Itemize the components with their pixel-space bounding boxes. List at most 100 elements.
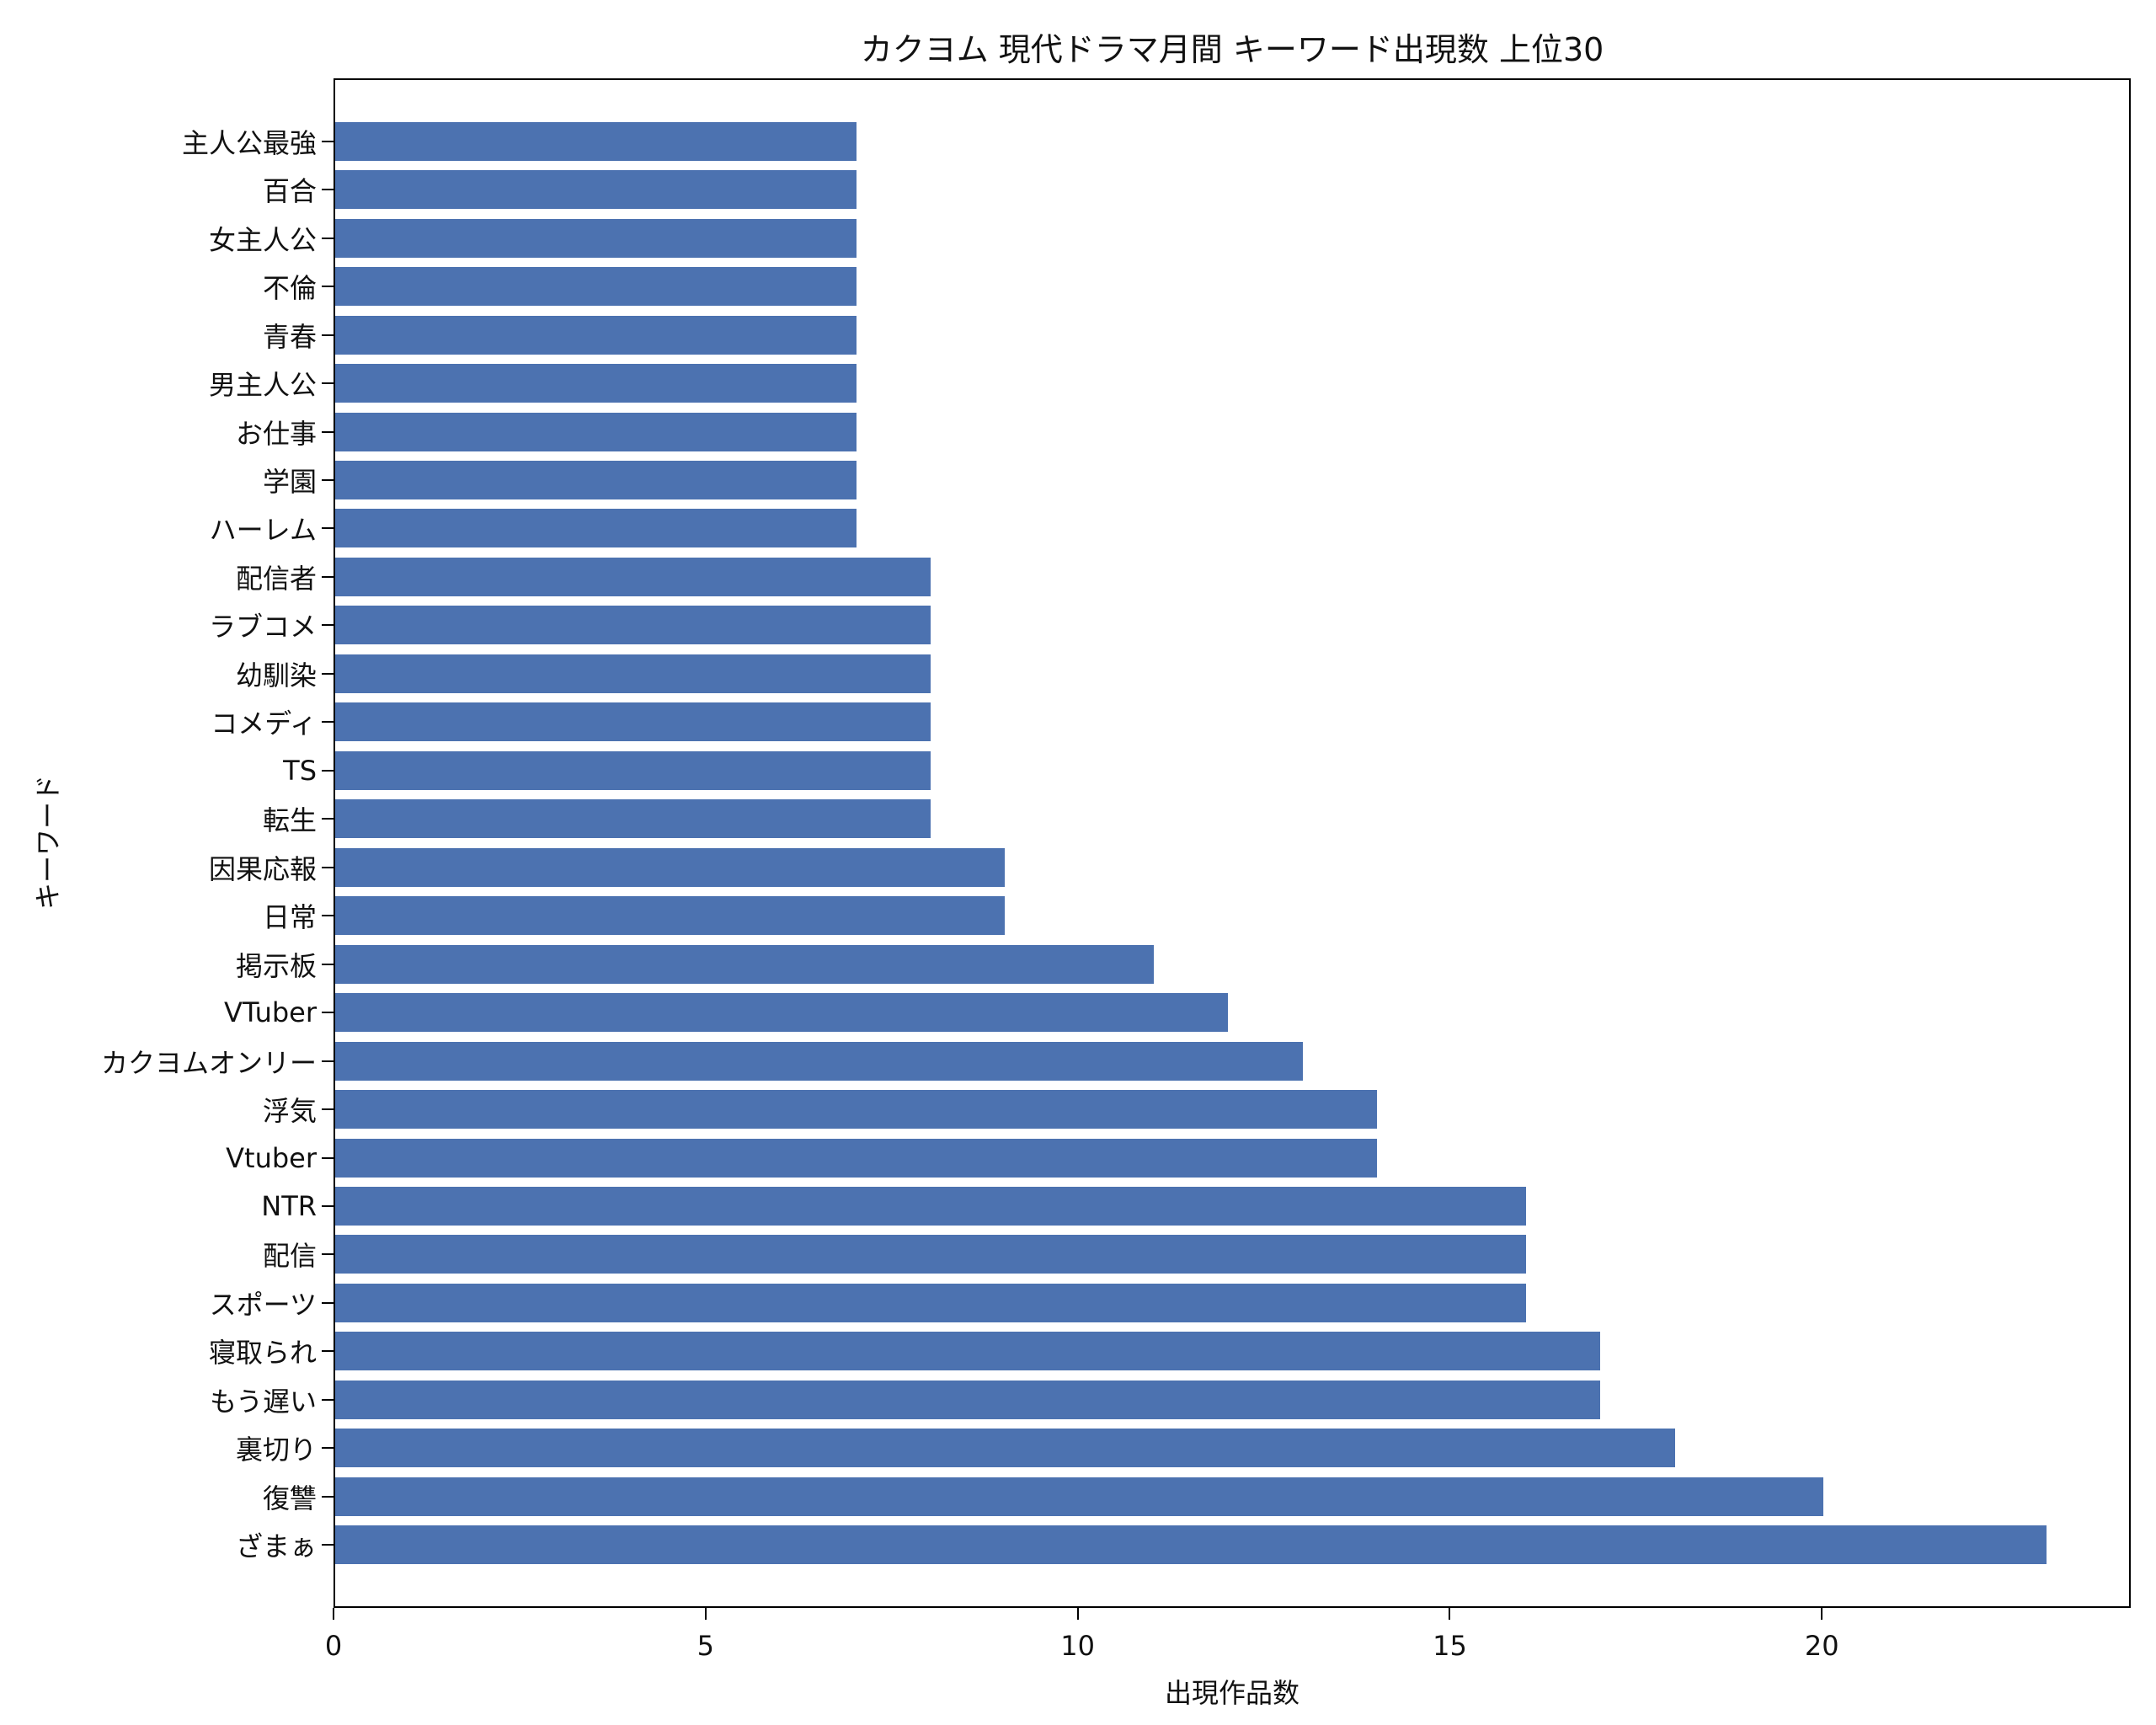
bar (335, 1283, 1526, 1322)
y-tick-label: 幼馴染 (235, 659, 317, 692)
y-tick (322, 1060, 334, 1062)
bar (335, 1525, 2047, 1565)
y-tick (322, 1544, 334, 1546)
bar (335, 1477, 1824, 1516)
y-tick (322, 1012, 334, 1014)
y-tick (322, 915, 334, 917)
y-tick-label: 百合 (262, 175, 317, 208)
bar (335, 993, 1229, 1033)
x-tick-label: 20 (1804, 1630, 1839, 1662)
y-tick (322, 1301, 334, 1304)
y-tick-label: 因果応報 (208, 852, 317, 885)
y-tick (322, 334, 334, 336)
y-tick-label: カクヨムオンリー (100, 1046, 317, 1079)
y-tick-label: 復讐 (262, 1482, 317, 1514)
y-tick (322, 527, 334, 530)
y-tick (322, 140, 334, 142)
y-tick (322, 1447, 334, 1450)
x-tick-label: 0 (324, 1630, 343, 1662)
y-tick (322, 721, 334, 724)
y-tick-label: Vtuber (226, 1141, 317, 1174)
y-tick-label: ざまぁ (235, 1530, 317, 1563)
bar (335, 1138, 1378, 1178)
chart-title: カクヨム 現代ドラマ月間 キーワード出現数 上位30 (860, 31, 1604, 68)
x-axis-title: 出現作品数 (1164, 1677, 1299, 1709)
y-tick-label: NTR (261, 1190, 317, 1222)
bar (335, 1041, 1303, 1081)
bar (335, 557, 931, 596)
bar (335, 170, 857, 210)
bar (335, 1187, 1526, 1226)
bar (335, 944, 1154, 984)
bar (335, 267, 857, 307)
x-tick-label: 15 (1433, 1630, 1467, 1662)
y-tick (322, 672, 334, 675)
bar (335, 364, 857, 403)
bar (335, 412, 857, 451)
y-tick (322, 1156, 334, 1159)
y-tick-label: 学園 (262, 465, 317, 498)
y-tick-label: スポーツ (209, 1288, 317, 1321)
y-tick (322, 430, 334, 433)
bar (335, 847, 1006, 887)
y-tick-label: 浮気 (262, 1095, 317, 1128)
y-tick-label: ラブコメ (208, 611, 317, 644)
y-tick (322, 963, 334, 965)
bar (335, 1380, 1601, 1419)
y-tick (322, 818, 334, 820)
bar (335, 1332, 1601, 1371)
x-tick (333, 1608, 334, 1620)
plot-area (334, 78, 2131, 1608)
y-tick-label: 青春 (262, 320, 317, 353)
y-tick-label: もう遅い (209, 1385, 317, 1418)
y-tick-label: 主人公最強 (181, 126, 317, 159)
x-tick (1821, 1608, 1823, 1620)
y-tick-label: TS (283, 754, 317, 787)
bar (335, 799, 931, 839)
y-tick-label: 不倫 (262, 272, 317, 305)
y-tick (322, 575, 334, 578)
y-tick (322, 382, 334, 385)
y-tick (322, 769, 334, 772)
y-tick-label: 男主人公 (208, 369, 317, 402)
x-tick (704, 1608, 707, 1620)
y-tick (322, 478, 334, 481)
y-tick (322, 237, 334, 239)
x-tick-label: 10 (1060, 1630, 1095, 1662)
y-tick (322, 1205, 334, 1207)
y-tick-label: ハーレム (209, 514, 317, 547)
y-tick-label: 寝取られ (208, 1337, 317, 1370)
bar (335, 121, 857, 161)
y-tick (322, 1350, 334, 1353)
y-tick-label: 配信者 (235, 562, 317, 595)
y-tick (322, 286, 334, 288)
bar (335, 1235, 1526, 1274)
y-tick-label: 配信 (262, 1240, 317, 1273)
y-tick (322, 1398, 334, 1401)
y-tick-label: 転生 (262, 804, 317, 837)
y-tick-label: 日常 (262, 901, 317, 934)
y-tick-label: VTuber (223, 996, 317, 1029)
y-tick (322, 1253, 334, 1256)
bar (335, 218, 857, 258)
bar (335, 606, 931, 645)
bar (335, 461, 857, 499)
y-axis-title: キーワード (32, 774, 64, 911)
bar (335, 702, 931, 742)
bar (335, 315, 857, 355)
y-tick-label: コメディ (211, 708, 317, 740)
x-tick (1076, 1608, 1079, 1620)
y-tick (322, 189, 334, 191)
y-tick-label: 掲示板 (235, 949, 317, 982)
y-tick (322, 1108, 334, 1111)
y-tick-label: 裏切り (235, 1434, 317, 1466)
y-tick (322, 866, 334, 868)
y-tick (322, 1495, 334, 1498)
y-tick-label: 女主人公 (208, 223, 317, 256)
bar (335, 750, 931, 790)
bar (335, 654, 931, 693)
y-tick-label: お仕事 (235, 417, 317, 450)
x-tick (1449, 1608, 1451, 1620)
bar (335, 896, 1006, 936)
bar (335, 509, 857, 548)
